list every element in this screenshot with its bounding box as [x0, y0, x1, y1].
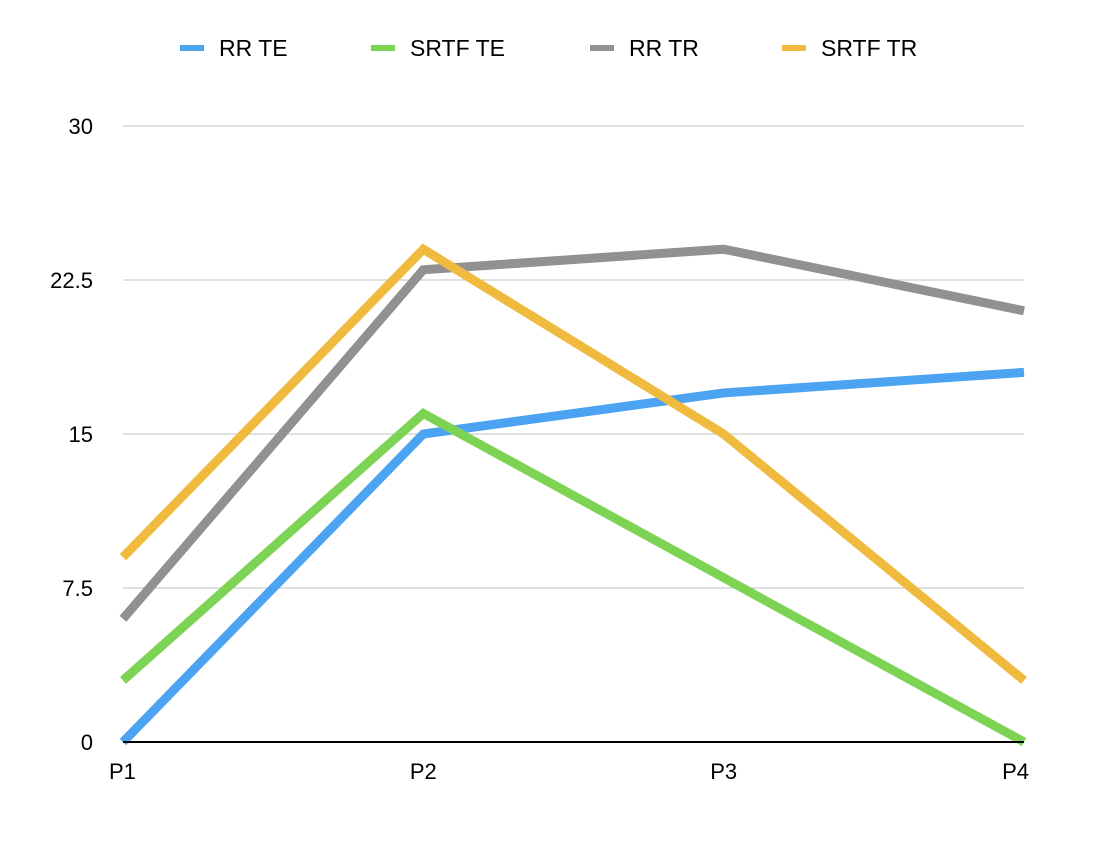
grid	[123, 125, 1024, 589]
legend-item: RR TE	[180, 35, 288, 61]
y-axis-labels: 0 7.5 15 22.5 30	[50, 114, 93, 755]
y-tick-label: 30	[69, 114, 93, 139]
legend-item: SRTF TE	[371, 35, 505, 61]
legend-label: RR TE	[219, 35, 288, 61]
y-tick-label: 22.5	[50, 268, 93, 293]
series-line-rr-tr	[119, 244, 1025, 622]
legend-label: RR TR	[629, 35, 699, 61]
legend-label: SRTF TR	[821, 35, 917, 61]
series-lines	[119, 243, 1027, 746]
y-tick-label: 0	[81, 730, 93, 755]
legend-item: RR TR	[590, 35, 699, 61]
x-axis-labels: P1 P2 P3 P4	[109, 759, 1029, 784]
legend: RR TE SRTF TE RR TR SRTF TR	[180, 35, 917, 61]
series-line-srtf-te	[120, 407, 1027, 746]
series-line-rr-te	[119, 367, 1025, 746]
legend-label: SRTF TE	[410, 35, 505, 61]
x-tick-label: P1	[109, 759, 136, 784]
y-tick-label: 7.5	[62, 576, 93, 601]
y-tick-label: 15	[69, 422, 93, 447]
series-line-srtf-tr	[119, 243, 1027, 684]
x-tick-label: P4	[1002, 759, 1029, 784]
x-tick-label: P2	[410, 759, 437, 784]
x-tick-label: P3	[710, 759, 737, 784]
legend-item: SRTF TR	[782, 35, 917, 61]
